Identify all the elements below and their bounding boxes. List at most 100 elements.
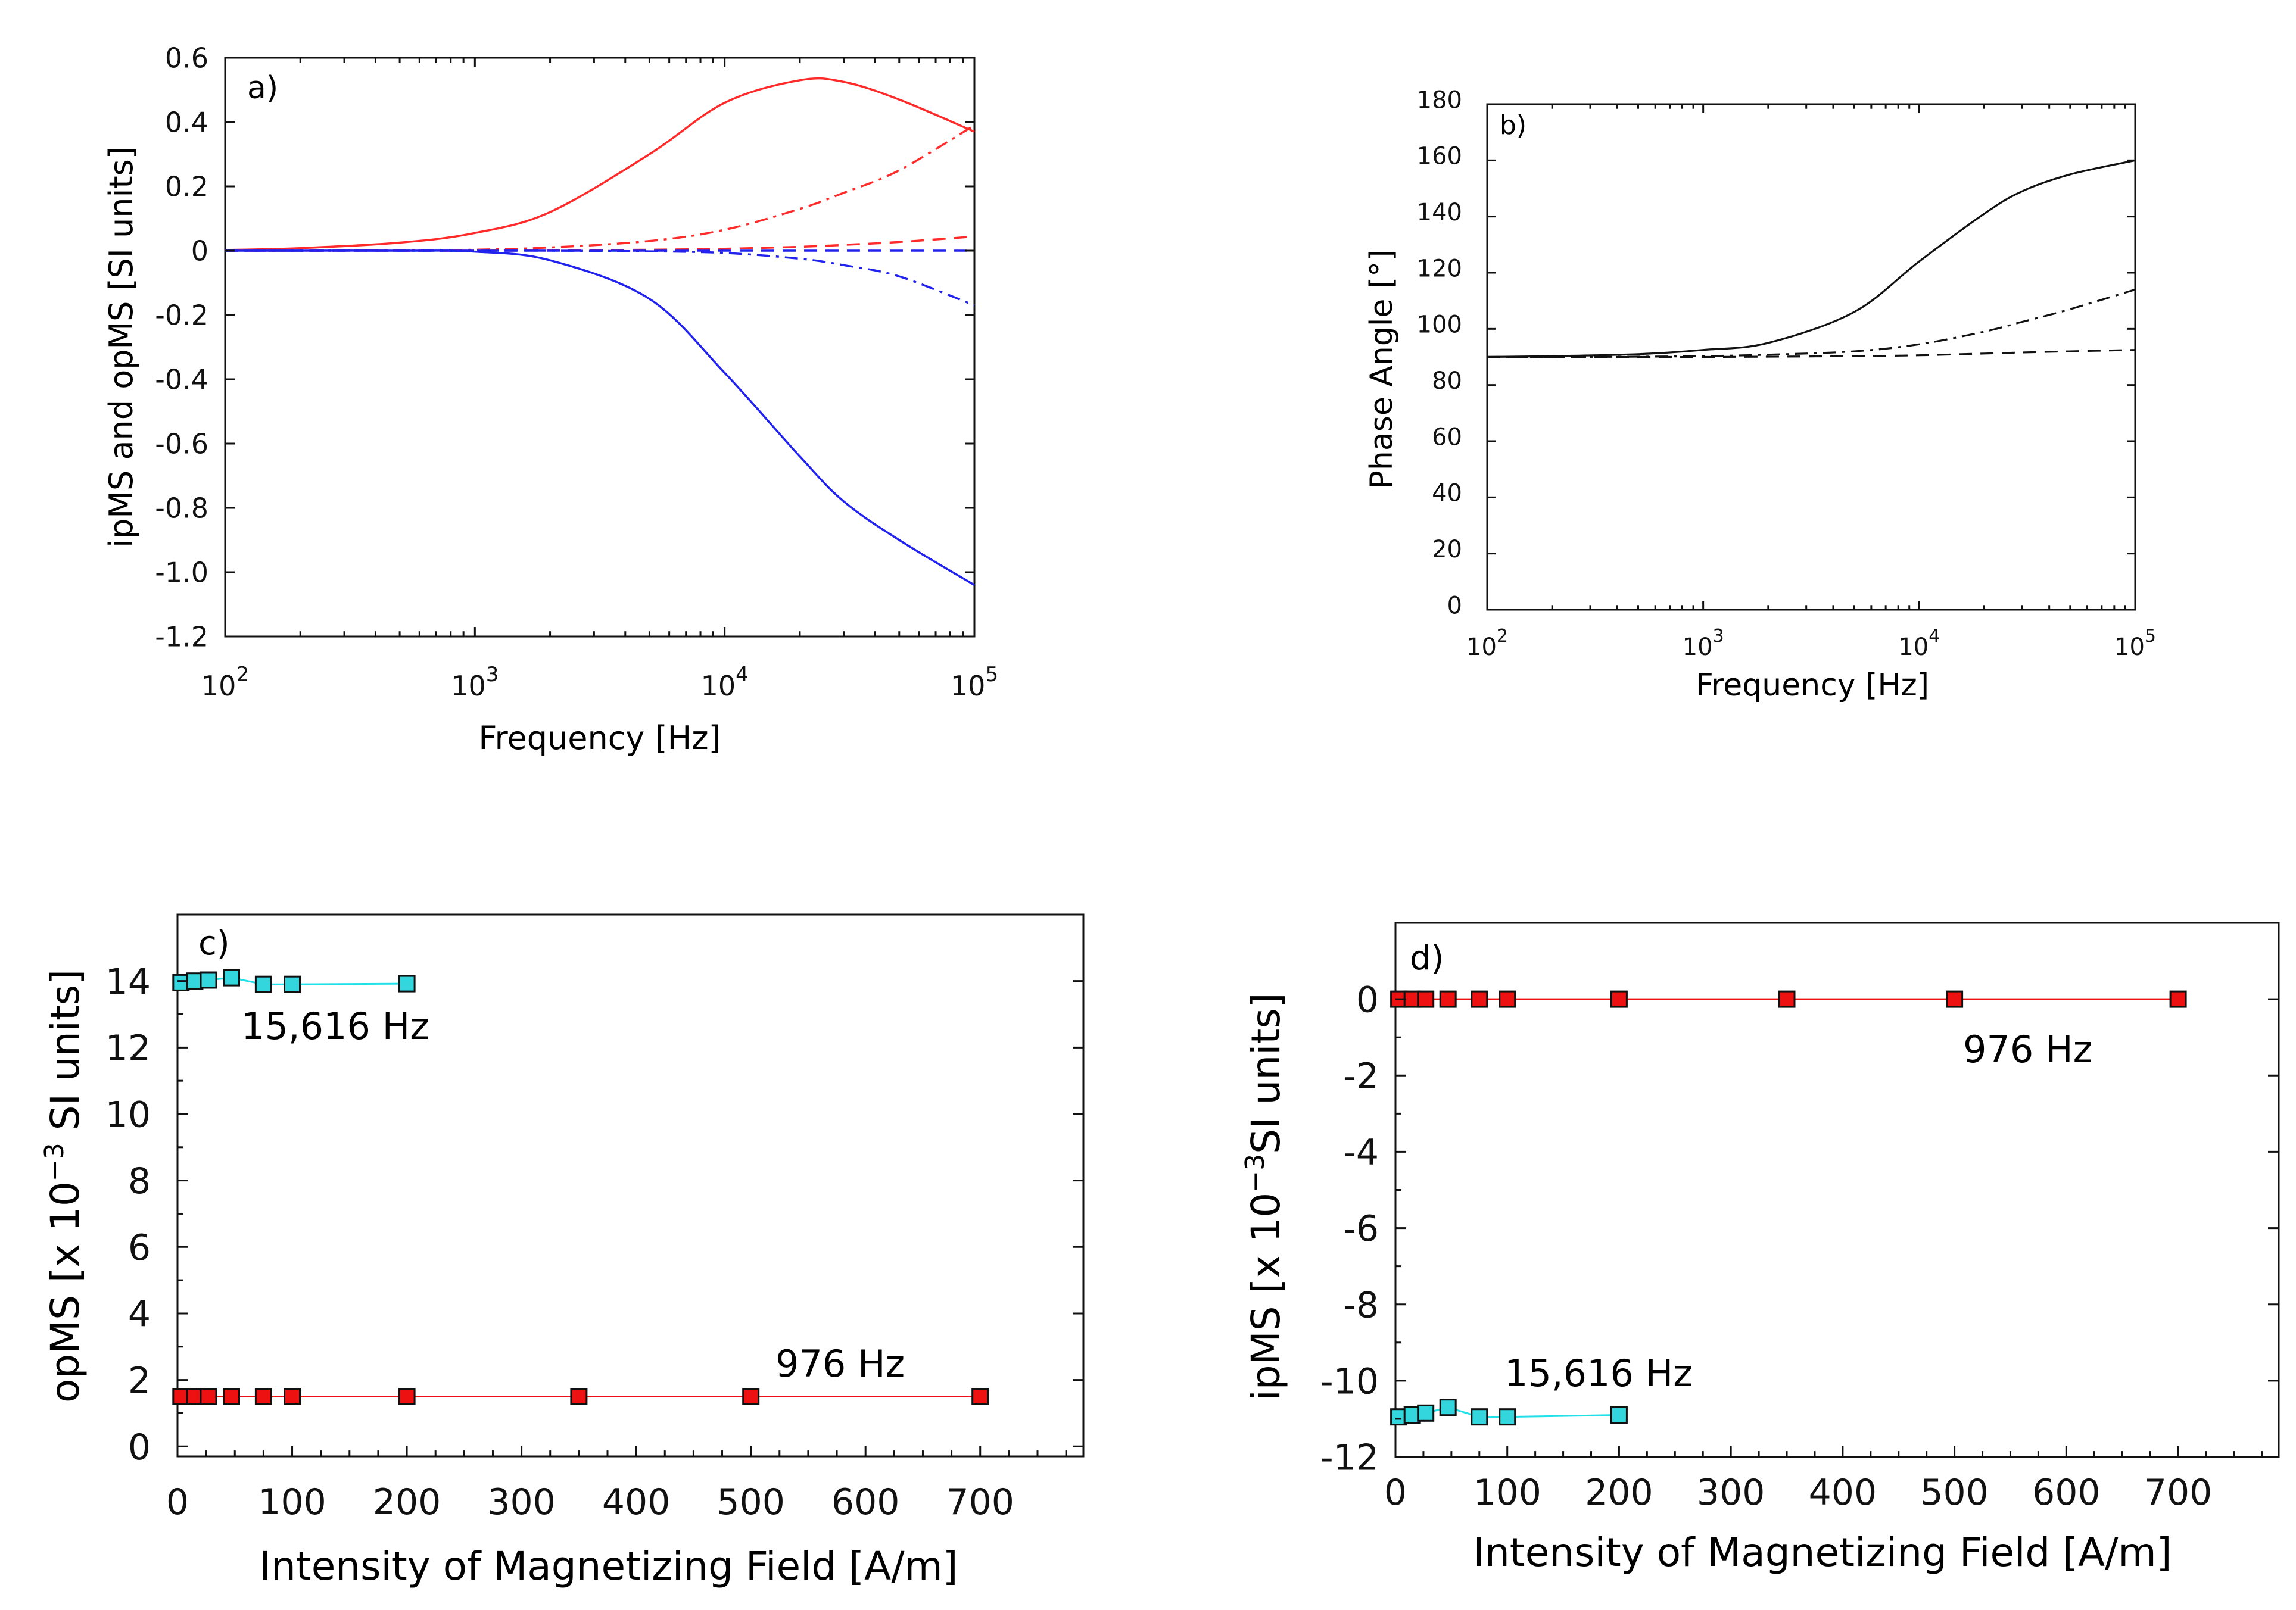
panel-d-y-tick-label: -10 [1320,1361,1379,1402]
panel-b-y-tick-label: 20 [1432,536,1462,563]
panel-c-data-point [200,971,217,989]
panel-c-y-axis-label-exponent: −3 [39,1143,70,1181]
panel-c-plot-frame [176,913,1085,1458]
panel-c-data-point [398,1388,416,1405]
panel-b-series-group [1487,159,2136,358]
panel-d-data-point [1471,1408,1488,1426]
panel-c-x-tick-label: 200 [373,1481,441,1523]
panel-a-series-group [225,77,975,586]
panel-b-y-tick-label: 100 [1417,311,1462,339]
panel-a-y-tick-label: 0 [191,235,208,267]
panel-c-x-axis-label: Intensity of Magnetizing Field [A/m] [260,1543,958,1589]
panel-c-y-ticks: 0 2 4 6 8 10 12 14 [105,961,1083,1468]
panel-d-data-point [2169,990,2187,1008]
panel-a-series-solid-line [225,249,975,586]
panel-a-x-tick-label: 104 [701,663,749,702]
panel-d-data-point [1417,990,1435,1008]
panel-d-y-tick-label: -6 [1343,1208,1379,1250]
panel-b-x-tick-label: 102 [1466,626,1508,661]
panel-c-data-point [200,1388,217,1405]
panel-b-y-tick-label: 40 [1432,480,1462,507]
panel-d-x-tick-label: 0 [1384,1472,1407,1514]
panel-c-x-ticks: 0 100 200 300 400 500 600 700 [166,1446,1067,1523]
panel-d-y-tick-label: -4 [1343,1132,1379,1174]
panel-a-x-tick-label: 105 [951,663,998,702]
panel-a-y-tick-label: -0.4 [155,364,208,396]
panel-d-y-tick-label: 0 [1356,979,1379,1021]
panel-c-y-axis-label-suffix: SI units] [42,969,88,1143]
panel-a-x-ticks: 102 103 104 105 [201,58,998,702]
panel-d-y-ticks: 0 -2 -4 -6 -8 -10 -12 [1320,979,2279,1479]
panel-c-data-point [254,975,272,993]
panel-d-data-point [1439,990,1457,1008]
panel-c-y-tick-label: 14 [105,961,151,1003]
panel-c-x-tick-label: 600 [831,1481,900,1523]
panel-a-x-axis-label: Frequency [Hz] [478,719,721,757]
panel-a-y-axis-label: ipMS and opMS [SI units] [102,146,140,548]
panel-b-y-axis-label: Phase Angle [°] [1364,249,1400,489]
panel-b-x-tick-label: 104 [1898,626,1940,661]
panel-a-y-tick-label: -0.2 [155,299,208,332]
panel-b-label: b) [1500,110,1526,141]
panel-d-data-point [1439,1399,1457,1416]
panel-a-plot-frame [224,57,976,638]
panel-d-data-point [1499,990,1516,1008]
panel-c-label: c) [198,924,230,963]
panel-d-x-tick-label: 200 [1585,1472,1653,1514]
panel-a-label: a) [247,70,278,106]
panel-d-x-tick-label: 400 [1809,1472,1877,1514]
panel-c-data-point [570,1388,588,1405]
panel-b-x-axis-label: Frequency [Hz] [1696,667,1929,703]
panel-d-x-axis-label: Intensity of Magnetizing Field [A/m] [1473,1530,2172,1575]
panel-a-series-dashed-line [225,235,975,252]
panel-a-x-tick-label: 103 [451,663,499,702]
panel-d-data-point [1610,990,1628,1008]
panel-d-data-point [1610,1406,1628,1424]
panel-c-data-point [284,1388,301,1405]
panel-c-data-point [223,969,240,987]
panel-c-x-tick-label: 700 [946,1481,1014,1523]
panel-a-y-tick-label: -0.6 [155,428,208,460]
panel-d-data-point [1778,990,1796,1008]
panel-c-data-point [742,1388,760,1405]
panel-c-x-tick-label: 500 [716,1481,785,1523]
panel-a-y-tick-label: -1.0 [155,557,208,589]
panel-d-annotation-15616: 15,616 Hz [1504,1352,1693,1395]
panel-b-x-ticks: 102 103 104 105 [1466,104,2156,661]
panel-d-x-ticks: 0 100 200 300 400 500 600 700 [1384,1446,2263,1514]
panel-d-label: d) [1410,939,1444,978]
panel-d-annotation-976: 976 Hz [1963,1028,2092,1071]
panel-b-y-tick-label: 140 [1417,199,1462,226]
panel-d-y-axis-label-prefix: ipMS [x 10 [1243,1193,1289,1401]
panel-c-series-group [172,969,989,1405]
panel-d-x-tick-label: 600 [2032,1472,2101,1514]
panel-a-series-solid-line [225,77,975,251]
panel-d-series-group [1390,990,2187,1426]
panel-d-y-axis-label-exponent: −3 [1240,1154,1270,1193]
panel-b-y-tick-label: 180 [1417,86,1462,114]
panel-b-series-dashdot-line [1487,288,2136,358]
panel-c-y-axis-label-prefix: opMS [x 10 [42,1181,88,1403]
panel-d-y-tick-label: -12 [1320,1437,1379,1479]
panel-c-y-tick-label: 2 [128,1360,151,1402]
panel-a-series-dashdot-line [225,249,975,307]
panel-d-y-axis-label-suffix: SI units] [1243,993,1289,1153]
panel-c-data-point [254,1388,272,1405]
panel-c-data-point [223,1388,240,1405]
panel-d-data-point [1471,990,1488,1008]
panel-c-y-tick-label: 4 [128,1294,151,1336]
panel-d-y-axis-label: ipMS [x 10−3SI units] [1240,993,1289,1400]
panel-d-x-tick-label: 700 [2144,1472,2213,1514]
panel-b-y-tick-label: 0 [1447,592,1462,619]
panel-d-data-point [1499,1408,1516,1426]
panel-c-y-tick-label: 0 [128,1427,151,1468]
panel-c-y-tick-label: 10 [105,1094,151,1136]
panel-a-x-tick-label: 102 [201,663,249,702]
panel-b-y-ticks: 180 160 140 120 100 80 60 40 20 0 [1417,86,2135,619]
panel-b-x-tick-label: 105 [2114,626,2156,661]
panel-d-data-point [1946,990,1964,1008]
panel-a-y-tick-label: -0.8 [155,492,208,525]
panel-b-y-tick-label: 120 [1417,255,1462,282]
panel-a-y-tick-label: 0.4 [165,107,208,139]
